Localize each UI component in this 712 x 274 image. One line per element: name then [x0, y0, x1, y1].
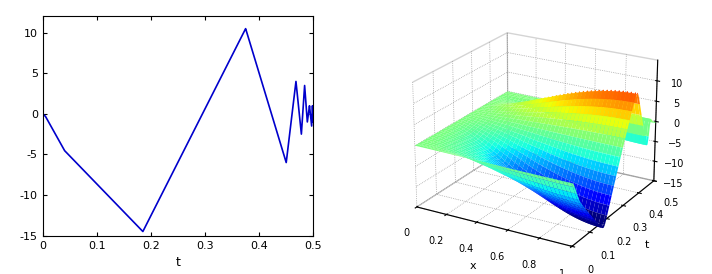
Y-axis label: t: t	[645, 240, 649, 250]
X-axis label: t: t	[176, 256, 180, 269]
X-axis label: x: x	[469, 261, 476, 271]
